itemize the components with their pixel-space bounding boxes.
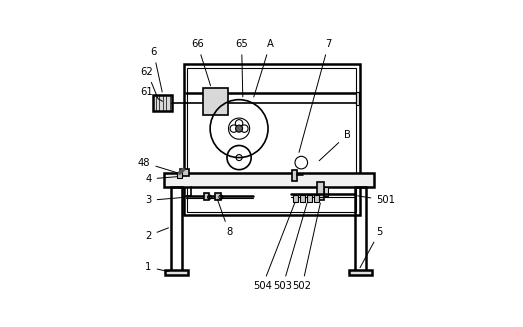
- Text: 4: 4: [145, 174, 177, 184]
- Polygon shape: [179, 168, 185, 175]
- Bar: [355, 186, 366, 271]
- Text: 3: 3: [145, 196, 184, 205]
- Text: 61: 61: [141, 87, 163, 101]
- Bar: [314, 195, 320, 202]
- Bar: [308, 195, 312, 202]
- Bar: [171, 186, 183, 271]
- Bar: [292, 170, 298, 181]
- Bar: [153, 95, 173, 111]
- Text: 503: 503: [273, 203, 307, 291]
- Text: 5: 5: [360, 227, 383, 268]
- Bar: [215, 193, 221, 200]
- Bar: [187, 68, 356, 212]
- Text: 62: 62: [141, 67, 158, 99]
- Bar: [177, 172, 182, 178]
- Bar: [324, 187, 328, 196]
- Text: 501: 501: [358, 196, 395, 205]
- Text: 1: 1: [145, 262, 168, 272]
- Bar: [204, 193, 209, 200]
- Bar: [164, 173, 374, 186]
- Bar: [356, 92, 359, 105]
- Text: A: A: [254, 39, 274, 97]
- Bar: [293, 195, 298, 202]
- Bar: [165, 270, 188, 275]
- Text: 6: 6: [151, 47, 162, 92]
- Text: 2: 2: [145, 228, 168, 241]
- Text: 8: 8: [218, 199, 232, 237]
- Bar: [180, 169, 189, 177]
- Text: 504: 504: [253, 203, 295, 291]
- Text: B: B: [319, 130, 350, 161]
- Circle shape: [235, 125, 243, 132]
- Text: 66: 66: [191, 39, 211, 86]
- Bar: [317, 181, 324, 200]
- Bar: [202, 88, 228, 115]
- Text: 502: 502: [292, 203, 320, 291]
- Bar: [184, 64, 360, 215]
- Bar: [300, 195, 305, 202]
- Text: 65: 65: [235, 39, 248, 97]
- Text: 48: 48: [138, 158, 177, 173]
- Bar: [349, 270, 372, 275]
- Text: 7: 7: [299, 39, 332, 152]
